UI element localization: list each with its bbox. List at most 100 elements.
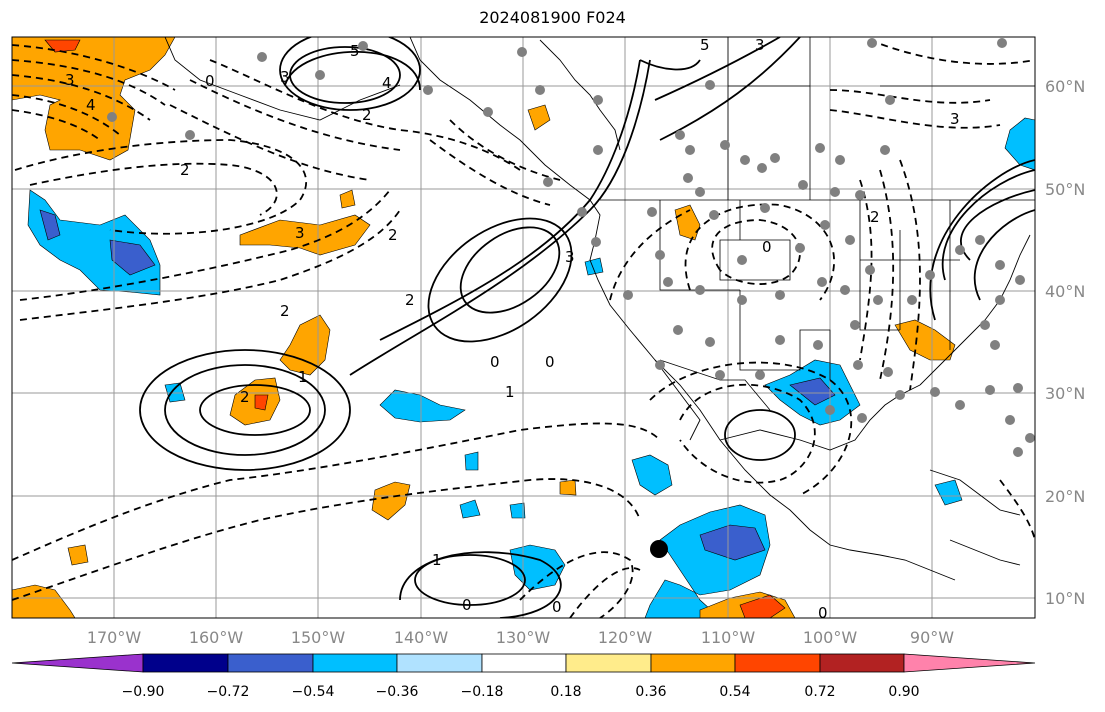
colorbar-seg (11, 653, 144, 673)
contour-label: 1 (432, 551, 442, 569)
contour-label: 3 (950, 110, 960, 128)
lon-label: 100°W (803, 628, 858, 647)
contour-label: 2 (180, 161, 190, 179)
orange-cell-1 (339, 189, 356, 209)
red-cell-1 (254, 394, 269, 411)
blue-area-west (27, 189, 161, 296)
colorbar-tick-label: −0.72 (207, 684, 250, 700)
colorbar-tick-label: −0.90 (122, 684, 165, 700)
contour-label: 0 (762, 238, 772, 256)
darkblue-area-gulf (789, 377, 836, 406)
blue-area-ne (1004, 117, 1035, 171)
contour-label: 2 (280, 302, 290, 320)
contour-label: 4 (382, 74, 392, 92)
contour-label: 0 (552, 598, 562, 616)
orange-cell-ak (527, 104, 551, 131)
colorbar-tick-label: 0.54 (719, 684, 750, 700)
colorbar-tick-label: 0.36 (635, 684, 666, 700)
colorbar-ticks: −0.90 −0.72 −0.54 −0.36 −0.18 0.18 0.36 … (122, 684, 920, 700)
colorbar-tick-label: 0.18 (550, 684, 581, 700)
contour-label: 1 (505, 383, 515, 401)
blue-area-mid (379, 389, 466, 423)
colorbar-seg (819, 653, 905, 673)
longitude-labels: 170°W 160°W 150°W 140°W 130°W 120°W 110°… (87, 628, 954, 647)
colorbar-seg (142, 653, 229, 673)
latitude-labels: 60°N 50°N 40°N 30°N 20°N 10°N (1045, 77, 1085, 608)
colorbar-seg (227, 653, 314, 673)
map-title: 2024081900 F024 (479, 8, 626, 27)
lat-label: 30°N (1045, 384, 1085, 403)
colorbar-seg (565, 653, 652, 673)
colorbar-tick-label: 0.90 (888, 684, 919, 700)
lat-label: 60°N (1045, 77, 1085, 96)
blue-cell-car (934, 479, 963, 506)
colorbar-tick-label: 0.72 (804, 684, 835, 700)
orange-cell-sw (67, 544, 89, 566)
orange-band-1 (239, 214, 371, 256)
shaded-field (12, 37, 1035, 618)
colorbar-tick-label: −0.36 (376, 684, 419, 700)
contour-label: 3 (65, 71, 75, 89)
colorbar-seg (734, 653, 821, 673)
blue-cell-4 (459, 499, 481, 519)
orange-area-nw (12, 37, 176, 161)
darkblue-area-west2 (109, 239, 156, 276)
lat-label: 40°N (1045, 282, 1085, 301)
lon-label: 130°W (496, 628, 551, 647)
blue-cell-3 (631, 454, 673, 496)
lon-label: 170°W (87, 628, 142, 647)
storm-center-marker (650, 540, 668, 558)
darkblue-area-west (39, 209, 61, 241)
map-frame (11, 36, 1036, 619)
colorbar-seg (312, 653, 398, 673)
contour-label: 3 (295, 224, 305, 242)
colorbar-seg (903, 653, 1036, 673)
colorbar-tick-label: −0.18 (461, 684, 504, 700)
contour-label: 2 (405, 291, 415, 309)
orange-area-ca (674, 204, 701, 241)
contour-label: 0 (205, 72, 215, 90)
lat-label: 20°N (1045, 487, 1085, 506)
blue-cell-2 (464, 451, 479, 471)
solid-contours (139, 37, 1035, 618)
contour-labels: 3 4 0 2 2 3 2 2 1 2 0 0 1 0 1 0 0 3 0 2 … (65, 36, 960, 622)
contour-label: 0 (818, 604, 828, 622)
contour-label: 0 (490, 353, 500, 371)
contour-label: 5 (350, 42, 360, 60)
contour-label: 2 (870, 208, 880, 226)
contour-label: 3 (280, 68, 290, 86)
colorbar-seg (650, 653, 736, 673)
lat-lon-grid (12, 37, 1035, 618)
blue-cell-5 (509, 502, 526, 519)
lon-label: 120°W (598, 628, 653, 647)
contour-label: 3 (755, 36, 765, 54)
lon-label: 90°W (910, 628, 954, 647)
contour-label: 2 (388, 226, 398, 244)
orange-area-se (894, 319, 956, 361)
contour-label: 4 (86, 96, 96, 114)
political-borders (600, 37, 1035, 411)
red-area-nw (44, 39, 81, 53)
orange-cell-3 (559, 479, 577, 496)
orange-area-sw (12, 584, 76, 618)
lat-label: 10°N (1045, 589, 1085, 608)
lon-label: 140°W (394, 628, 449, 647)
station-markers (107, 38, 1035, 457)
contour-label: 5 (700, 36, 710, 54)
contour-label: 2 (362, 106, 372, 124)
darkblue-area-mx (699, 524, 766, 561)
contour-label: 3 (565, 248, 575, 266)
contour-label: 1 (298, 368, 308, 386)
blue-cell-sf (584, 257, 604, 276)
contour-label: 0 (545, 353, 555, 371)
lat-label: 50°N (1045, 180, 1085, 199)
lon-label: 150°W (291, 628, 346, 647)
colorbar-seg (396, 653, 483, 673)
colorbar-seg (481, 653, 567, 673)
contour-label: 2 (240, 388, 250, 406)
colorbar (11, 653, 1036, 673)
red-area-mx (739, 594, 786, 618)
dashed-contours (12, 39, 1035, 618)
orange-cell-2 (371, 481, 411, 521)
